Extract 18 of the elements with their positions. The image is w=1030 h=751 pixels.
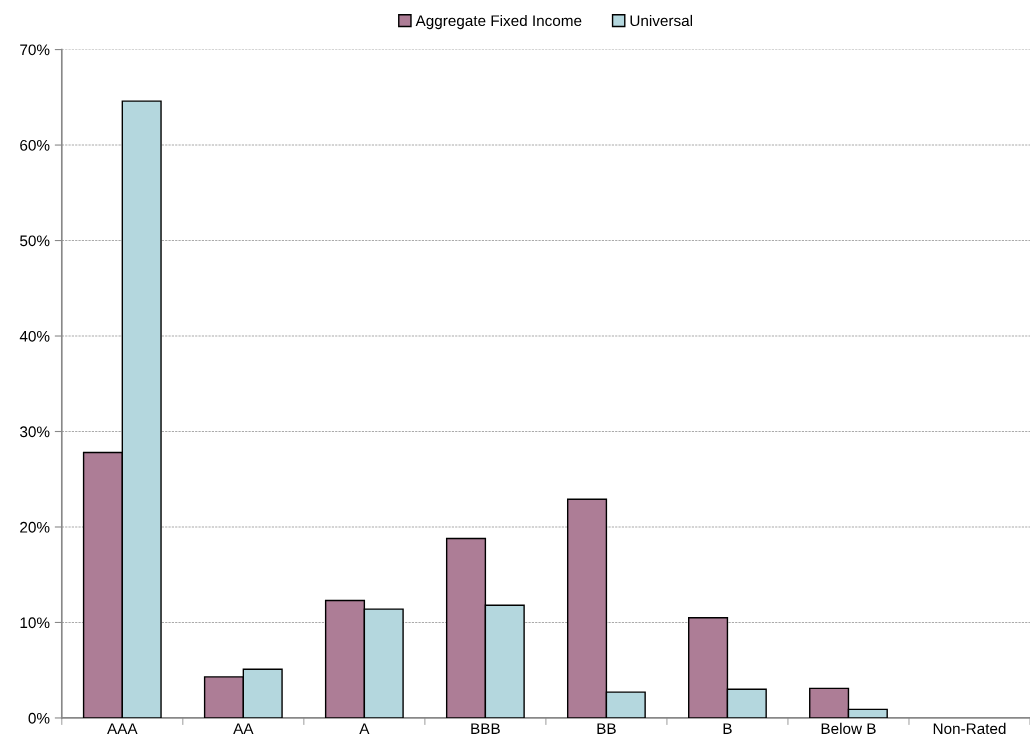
y-tick-label: 40% <box>19 330 50 342</box>
y-tick-label: 50% <box>20 235 50 247</box>
legend-label: Aggregate Fixed Income <box>415 14 582 30</box>
x-tick-label: AA <box>233 723 254 734</box>
x-tick-label: BBB <box>471 723 500 734</box>
y-tick-label: 20% <box>20 521 50 533</box>
x-tick-label: Below B <box>821 722 876 735</box>
y-tick-label: 30% <box>20 426 50 438</box>
legend-label: Universal <box>630 14 693 27</box>
y-tick-label: 10% <box>20 617 50 629</box>
y-tick-label: 0% <box>28 712 50 724</box>
x-tick-label: B <box>723 723 732 734</box>
y-tick-label: 70% <box>20 44 50 56</box>
y-tick-label: 60% <box>20 139 50 151</box>
x-tick-label: A <box>359 723 370 734</box>
x-tick-label: Non-Rated <box>933 722 1006 735</box>
x-tick-label: BB <box>597 723 616 734</box>
x-tick-label: AAA <box>107 723 138 734</box>
